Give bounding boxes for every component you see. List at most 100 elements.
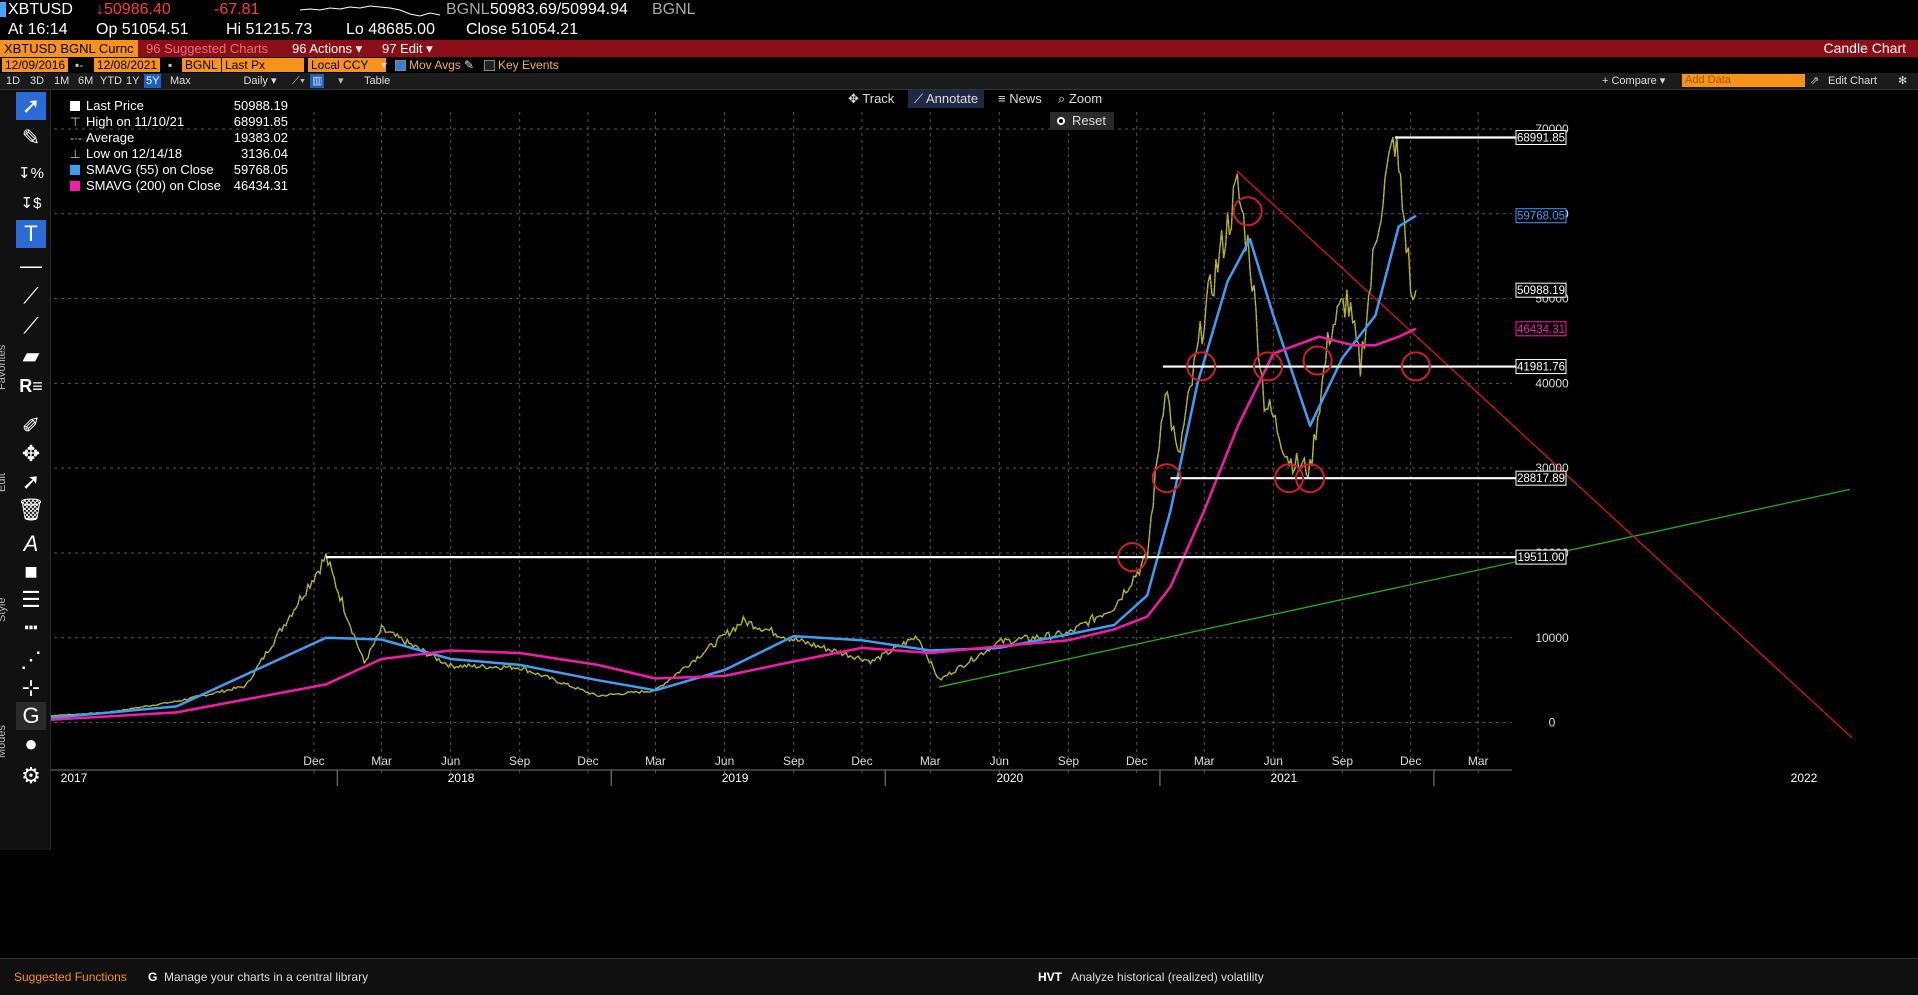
legend-swatch-sma200 [70, 181, 80, 191]
percent-measure-icon[interactable]: ↧% [18, 165, 44, 182]
select-add-icon[interactable]: ➚ [21, 469, 41, 494]
horizontal-line-icon[interactable]: — [20, 253, 42, 278]
fill-color-icon[interactable]: ■ [24, 559, 38, 584]
field-selector[interactable]: Last Px [222, 58, 304, 72]
range-button-5y[interactable]: 5Y [144, 74, 162, 88]
annotate-tool[interactable]: ⟋ Annotate [908, 90, 985, 108]
x-year-label: 2018 [448, 771, 475, 785]
pencil-icon[interactable]: ✎ [464, 58, 475, 72]
options-dropdown-icon[interactable]: ▾ [338, 75, 344, 87]
legend-swatch-sma55 [70, 165, 80, 175]
calendar-icon-2[interactable]: ▪ [168, 58, 173, 72]
brush-icon[interactable]: ✐ [21, 413, 41, 438]
dollar-measure-icon[interactable]: ↧$ [20, 195, 42, 212]
annotation-circle [1117, 542, 1148, 573]
legend-name: Last Price [86, 98, 144, 113]
low-marker-icon: ⊥ [70, 147, 81, 161]
price-chart[interactable]: 0100002000030000400005000060000700006899… [0, 90, 1918, 950]
source-label-2: BGNL [652, 1, 696, 18]
range-button-3d[interactable]: 3D [30, 75, 45, 87]
level-price-label: 28817.89 [1517, 473, 1565, 485]
range-button-ytd[interactable]: YTD [100, 75, 122, 87]
text-tool-icon[interactable]: T [16, 220, 46, 248]
arrow-icon[interactable]: ⇗ [1810, 75, 1820, 87]
actions-menu[interactable]: 96 Actions ▾ [292, 41, 363, 56]
mov-avgs-label[interactable]: Mov Avgs [409, 58, 461, 72]
source-label: BGNL [446, 1, 490, 18]
x-year-label: 2019 [722, 771, 749, 785]
line-weight-icon[interactable]: ☰ [21, 587, 41, 612]
snap-mode-icon[interactable]: ⊹ [21, 675, 41, 700]
support-trendline [939, 488, 1851, 688]
quote-close: Close 51054.21 [466, 21, 579, 38]
suggested-functions-label[interactable]: Suggested Functions [14, 970, 127, 984]
table-button[interactable]: Table [364, 75, 391, 87]
end-date-field[interactable]: 12/08/2021 [94, 58, 161, 72]
ray-line-icon[interactable]: ⟋ [23, 313, 39, 338]
currency-selector[interactable]: Local CCY [308, 58, 386, 72]
channel-icon[interactable]: ▰ [22, 343, 40, 368]
track-tool[interactable]: ✥ Track [842, 90, 900, 108]
range-button-1d[interactable]: 1D [6, 75, 21, 87]
edit-menu[interactable]: 97 Edit ▾ [382, 41, 433, 56]
library-function-code[interactable]: G [148, 970, 158, 984]
range-button-1m[interactable]: 1M [54, 75, 70, 87]
pointer-tool-icon[interactable]: ➚ [16, 92, 46, 120]
range-button-max[interactable]: Max [170, 75, 191, 87]
x-month-label: Mar [1194, 754, 1215, 768]
line-dash-icon[interactable]: ┅ [24, 615, 38, 640]
reset-button[interactable]: Reset [1050, 112, 1114, 130]
compare-button[interactable]: + Compare ▾ [1602, 75, 1666, 87]
calendar-icon[interactable]: ▪- [75, 58, 84, 72]
zoom-tool[interactable]: ⌕ Zoom [1052, 90, 1108, 108]
edit-chart-button[interactable]: Edit Chart [1828, 75, 1877, 87]
line-style-icon[interactable]: ⟋▾ [292, 75, 306, 87]
legend-row: -·- Average 19383.02 [66, 130, 288, 146]
ticker-symbol[interactable]: XBTUSD [8, 1, 73, 18]
sma-200-line [45, 327, 1417, 722]
suggested-charts-menu[interactable]: 96 Suggested Charts [146, 41, 269, 56]
dotted-line-icon[interactable]: ⋰ [20, 647, 42, 672]
gear-icon[interactable]: ✻ [1898, 75, 1908, 87]
period-selector[interactable]: Daily ▾ [243, 75, 277, 87]
hvt-function-code[interactable]: HVT [1038, 970, 1062, 984]
legend-value: 59768.05 [233, 162, 288, 177]
key-events-label[interactable]: Key Events [498, 58, 559, 72]
range-button-6m[interactable]: 6M [78, 75, 94, 87]
legend-value: 19383.02 [233, 130, 288, 145]
color-palette-icon[interactable]: ● [24, 731, 38, 756]
font-style-icon[interactable]: A [23, 531, 39, 556]
magnet-icon[interactable]: G [16, 702, 46, 730]
x-month-label: Mar [1468, 754, 1489, 768]
security-field[interactable]: XBTUSD BGNL Curnc [0, 40, 138, 57]
news-tool[interactable]: ≡ News [992, 90, 1048, 108]
x-year-label: 2017 [61, 771, 88, 785]
mov-avgs-checkbox[interactable] [395, 60, 406, 71]
key-events-checkbox[interactable] [484, 60, 495, 71]
hvt-function-text[interactable]: Analyze historical (realized) volatility [1071, 970, 1264, 984]
y-tick-label: 40000 [1535, 376, 1569, 390]
source-field[interactable]: BGNL [182, 58, 221, 72]
pen-tool-icon[interactable]: ✎ [21, 125, 41, 150]
legend-value: 68991.85 [233, 114, 288, 129]
x-month-label: Jun [715, 754, 734, 768]
currency-dropdown-icon[interactable]: ▾ [381, 58, 388, 72]
trendline-icon[interactable]: ⟋ [23, 283, 39, 308]
start-date-field[interactable]: 12/09/2016 [2, 58, 69, 72]
toolbar-label-favorites: Favorites [0, 344, 8, 390]
add-data-input[interactable]: Add Data [1682, 74, 1805, 87]
legend-row: SMAVG (200) on Close 46434.31 [66, 178, 288, 194]
settings-gear-icon[interactable]: ⚙ [21, 763, 41, 788]
retracement-icon[interactable]: R≡ [19, 376, 43, 396]
toolbar-label-edit: Edit [0, 473, 8, 492]
zoom-label: Zoom [1068, 91, 1103, 106]
move-icon[interactable]: ✥ [21, 441, 41, 466]
trash-icon[interactable]: 🗑 [17, 497, 45, 522]
track-icon: ✥ [848, 91, 863, 106]
legend-row: ⊥ Low on 12/14/18 3136.04 [66, 146, 288, 162]
range-button-1y[interactable]: 1Y [126, 75, 140, 87]
library-function-text[interactable]: Manage your charts in a central library [164, 970, 369, 984]
x-month-label: Dec [303, 754, 324, 768]
chart-style-icon[interactable]: ▥ [310, 74, 325, 88]
x-month-label: Mar [645, 754, 666, 768]
